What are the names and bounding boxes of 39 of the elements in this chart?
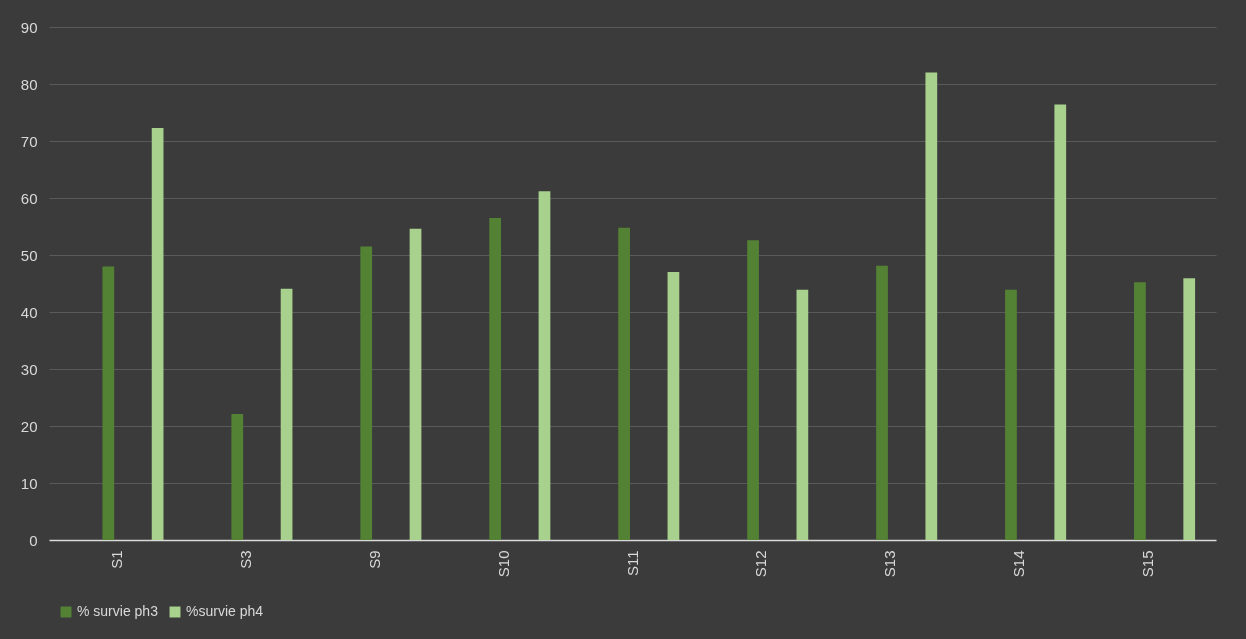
bar	[876, 265, 888, 540]
y-tick-label: 40	[20, 303, 38, 321]
bar	[796, 289, 809, 540]
bar	[618, 227, 630, 540]
bar	[925, 72, 938, 540]
bar	[231, 414, 244, 540]
x-tick-label: S12	[752, 550, 770, 578]
y-tick-label: 20	[20, 417, 38, 435]
y-tick-label: 10	[20, 474, 38, 492]
y-tick-label: 70	[20, 132, 38, 150]
x-tick-label: S10	[494, 550, 512, 578]
x-tick-label: S1	[107, 550, 125, 569]
legend-label: % survie ph3	[77, 603, 159, 619]
x-tick-label: S15	[1139, 550, 1157, 578]
y-tick-label: 30	[20, 360, 38, 378]
bar	[747, 240, 759, 540]
bar	[280, 288, 293, 540]
x-tick-label: S14	[1010, 550, 1028, 578]
bar	[489, 217, 502, 540]
bar	[1183, 278, 1196, 540]
x-tick-label: S13	[881, 550, 899, 578]
bar	[1054, 104, 1067, 540]
bar	[538, 191, 551, 540]
bar	[102, 266, 115, 540]
bar	[409, 228, 422, 540]
bar	[360, 246, 373, 540]
x-tick-label: S11	[623, 550, 641, 577]
bar	[667, 272, 680, 540]
y-tick-label: 60	[20, 189, 38, 207]
x-tick-label: S3	[236, 550, 254, 569]
legend-label: %survie ph4	[186, 603, 264, 619]
bar	[1134, 282, 1146, 540]
y-tick-label: 90	[20, 18, 38, 36]
bar	[151, 127, 164, 540]
bar	[1005, 289, 1017, 540]
y-tick-label: 50	[20, 246, 38, 264]
x-tick-label: S9	[365, 550, 383, 569]
y-tick-label: 80	[20, 75, 38, 93]
y-tick-label: 0	[29, 531, 38, 549]
